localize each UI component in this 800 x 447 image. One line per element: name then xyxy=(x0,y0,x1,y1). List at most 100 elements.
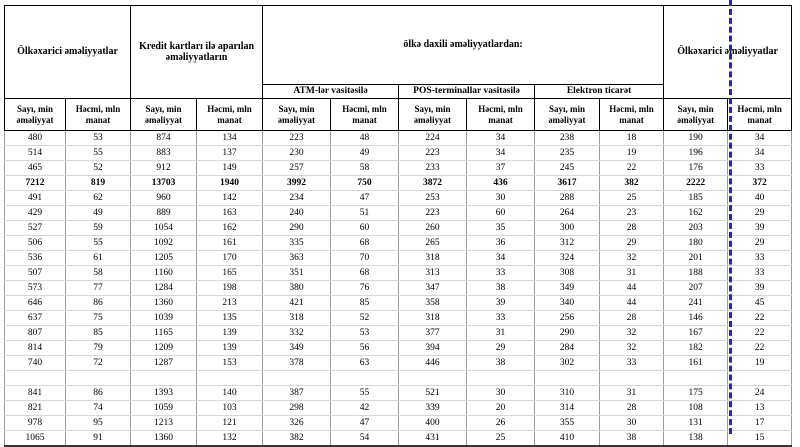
table-cell: 30 xyxy=(466,385,536,401)
column-header-line-8b: əməliyyat xyxy=(548,114,586,125)
table-cell: 29 xyxy=(599,235,665,251)
table-cell: 264 xyxy=(534,205,601,221)
table-cell: 1039 xyxy=(130,310,197,326)
table-cell: 1160 xyxy=(130,265,197,281)
table-cell: 138 xyxy=(663,430,729,447)
table-cell: 86 xyxy=(65,295,131,311)
table-cell: 224 xyxy=(398,130,468,146)
table-cell: 32 xyxy=(599,325,665,341)
table-cell: 185 xyxy=(663,190,729,206)
table-row: 807 85 1165 139 332 53 377 31 290 32 167 22 xyxy=(4,325,793,341)
table-cell: 56 xyxy=(330,340,400,356)
table-cell: 44 xyxy=(599,295,665,311)
table-cell: 72 xyxy=(65,355,131,371)
table-cell: 394 xyxy=(398,340,468,356)
table-cell: 310 xyxy=(534,385,601,401)
column-header-line-9a: Həcmi, mln xyxy=(609,104,654,115)
table-cell: 28 xyxy=(599,220,665,236)
group-header-domestic: ölkə daxili əməliyyatlardan: xyxy=(262,5,665,85)
table-cell: 121 xyxy=(195,415,264,431)
table-cell: 874 xyxy=(130,130,197,146)
table-cell: 33 xyxy=(727,160,793,176)
table-cell: 52 xyxy=(65,160,131,176)
table-cell: 318 xyxy=(262,310,332,326)
table-cell: 22 xyxy=(727,340,793,356)
table-cell: 34 xyxy=(466,130,536,146)
table-cell: 326 xyxy=(262,415,332,431)
table-cell: 33 xyxy=(466,310,536,326)
table-row: 465 52 912 149 257 58 233 37 245 22 176 33 xyxy=(4,160,793,176)
table-cell: 36 xyxy=(466,235,536,251)
table-cell: 35 xyxy=(466,220,536,236)
table-cell: 91 xyxy=(65,430,131,447)
table-cell: 507 xyxy=(4,265,66,281)
table-cell: 387 xyxy=(262,385,332,401)
table-cell: 235 xyxy=(534,145,601,161)
table-cell: 76 xyxy=(330,280,400,296)
table-cell: 32 xyxy=(599,250,665,266)
column-header-line-8a: Sayı, min xyxy=(549,104,586,115)
table-cell: 506 xyxy=(4,235,66,251)
table-row: 821 74 1059 103 298 42 339 20 314 28 108 13 xyxy=(4,400,793,416)
table-cell: 25 xyxy=(466,430,536,447)
table-cell: 170 xyxy=(195,250,264,266)
table-cell: 1209 xyxy=(130,340,197,356)
table-cell: 300 xyxy=(534,220,601,236)
table-cell: 86 xyxy=(65,385,131,401)
table-spacer-cell xyxy=(195,370,264,386)
table-cell: 1360 xyxy=(130,295,197,311)
group-header-foreign-left: Ölkəxarici əməliyyatlar xyxy=(4,5,131,99)
table-cell: 313 xyxy=(398,265,468,281)
table-cell: 23 xyxy=(599,205,665,221)
table-header: Ölkəxarici əməliyyatlar Kredit kartları … xyxy=(4,5,793,131)
table-cell: 257 xyxy=(262,160,332,176)
table-cell: 62 xyxy=(65,190,131,206)
column-header-line-7b: manat xyxy=(488,114,513,125)
table-cell: 42 xyxy=(330,400,400,416)
statistics-table: Ölkəxarici əməliyyatlar Kredit kartları … xyxy=(4,5,793,447)
table-cell: 318 xyxy=(398,310,468,326)
table-cell: 39 xyxy=(727,280,793,296)
table-cell: 332 xyxy=(262,325,332,341)
table-cell: 34 xyxy=(466,145,536,161)
table-cell: 265 xyxy=(398,235,468,251)
table-cell: 139 xyxy=(195,340,264,356)
table-cell: 139 xyxy=(195,325,264,341)
table-cell: 58 xyxy=(330,160,400,176)
column-header-5: Həcmi, mln manat xyxy=(330,98,400,131)
table-spacer-cell xyxy=(65,370,131,386)
table-cell: 163 xyxy=(195,205,264,221)
table-cell: 312 xyxy=(534,235,601,251)
table-cell: 230 xyxy=(262,145,332,161)
table-cell: 814 xyxy=(4,340,66,356)
column-header-8: Sayı, min əməliyyat xyxy=(534,98,601,131)
table-cell: 40 xyxy=(727,190,793,206)
table-cell: 245 xyxy=(534,160,601,176)
table-cell: 1205 xyxy=(130,250,197,266)
table-row: 646 86 1360 213 421 85 358 39 340 44 241 45 xyxy=(4,295,793,311)
table-cell: 429 xyxy=(4,205,66,221)
column-header-1: Həcmi, mln manat xyxy=(65,98,131,131)
table-cell: 31 xyxy=(599,385,665,401)
table-cell: 161 xyxy=(195,235,264,251)
table-cell: 213 xyxy=(195,295,264,311)
table-cell: 223 xyxy=(398,205,468,221)
group-header-foreign-right: Ölkəxarici əməliyyatlar xyxy=(663,5,793,99)
table-cell: 201 xyxy=(663,250,729,266)
header-group-row: Ölkəxarici əməliyyatlar Kredit kartları … xyxy=(4,5,793,99)
table-cell: 38 xyxy=(599,430,665,447)
table-cell: 241 xyxy=(663,295,729,311)
table-cell: 37 xyxy=(466,160,536,176)
table-row: 978 95 1213 121 326 47 400 26 355 30 131 17 xyxy=(4,415,793,431)
table-cell: 318 xyxy=(398,250,468,266)
table-cell: 978 xyxy=(4,415,66,431)
column-header-line-1a: Həcmi, mln xyxy=(75,104,121,115)
table-cell: 103 xyxy=(195,400,264,416)
table-cell: 167 xyxy=(663,325,729,341)
table-cell: 162 xyxy=(663,205,729,221)
screenshot-canvas: Ölkəxarici əməliyyatlar Kredit kartları … xyxy=(4,0,793,447)
column-header-line-3a: Həcmi, mln xyxy=(207,104,252,115)
table-cell: 3872 xyxy=(398,175,468,191)
table-cell: 28 xyxy=(599,310,665,326)
table-cell: 527 xyxy=(4,220,66,236)
